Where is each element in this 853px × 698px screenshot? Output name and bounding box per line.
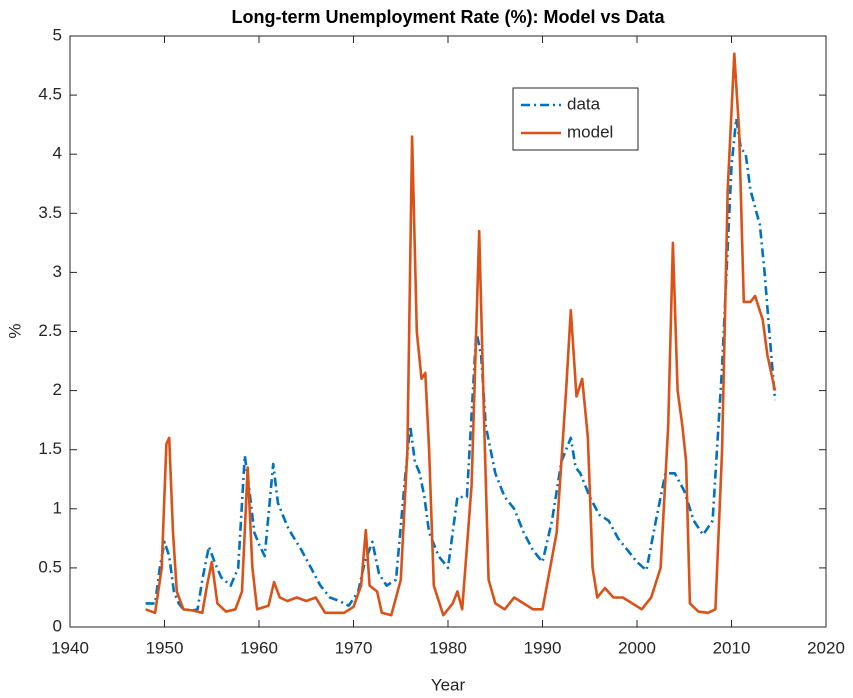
chart-title: Long-term Unemployment Rate (%): Model v… [231, 7, 665, 27]
plot-area [70, 36, 826, 627]
y-tick-label: 2 [53, 380, 62, 399]
y-tick-label: 2.5 [38, 321, 62, 340]
x-tick-label: 2020 [807, 638, 845, 657]
y-tick-label: 4.5 [38, 85, 62, 104]
x-tick-label: 1940 [51, 638, 89, 657]
series-line [145, 117, 777, 612]
legend-label: data [567, 94, 601, 113]
series-line [145, 52, 777, 617]
x-tick-label: 2010 [713, 638, 751, 657]
x-tick-label: 1960 [240, 638, 278, 657]
y-tick-label: 1 [53, 498, 62, 517]
y-tick-label: 4 [53, 144, 62, 163]
x-tick-label: 1990 [524, 638, 562, 657]
legend-box [512, 87, 639, 151]
x-tick-label: 1980 [429, 638, 467, 657]
x-tick-label: 2000 [618, 638, 656, 657]
y-tick-label: 0.5 [38, 557, 62, 576]
y-tick-label: 3 [53, 262, 62, 281]
x-tick-label: 1950 [146, 638, 184, 657]
legend: data model [512, 87, 639, 151]
legend-label: model [567, 122, 613, 141]
y-tick-label: 5 [53, 25, 62, 44]
x-tick-label: 1970 [335, 638, 373, 657]
y-axis-label: % [5, 323, 24, 338]
y-tick-label: 1.5 [38, 439, 62, 458]
y-tick-label: 0 [53, 616, 62, 635]
y-tick-label: 3.5 [38, 203, 62, 222]
axis-box [69, 35, 827, 628]
x-axis-label: Year [431, 675, 466, 694]
